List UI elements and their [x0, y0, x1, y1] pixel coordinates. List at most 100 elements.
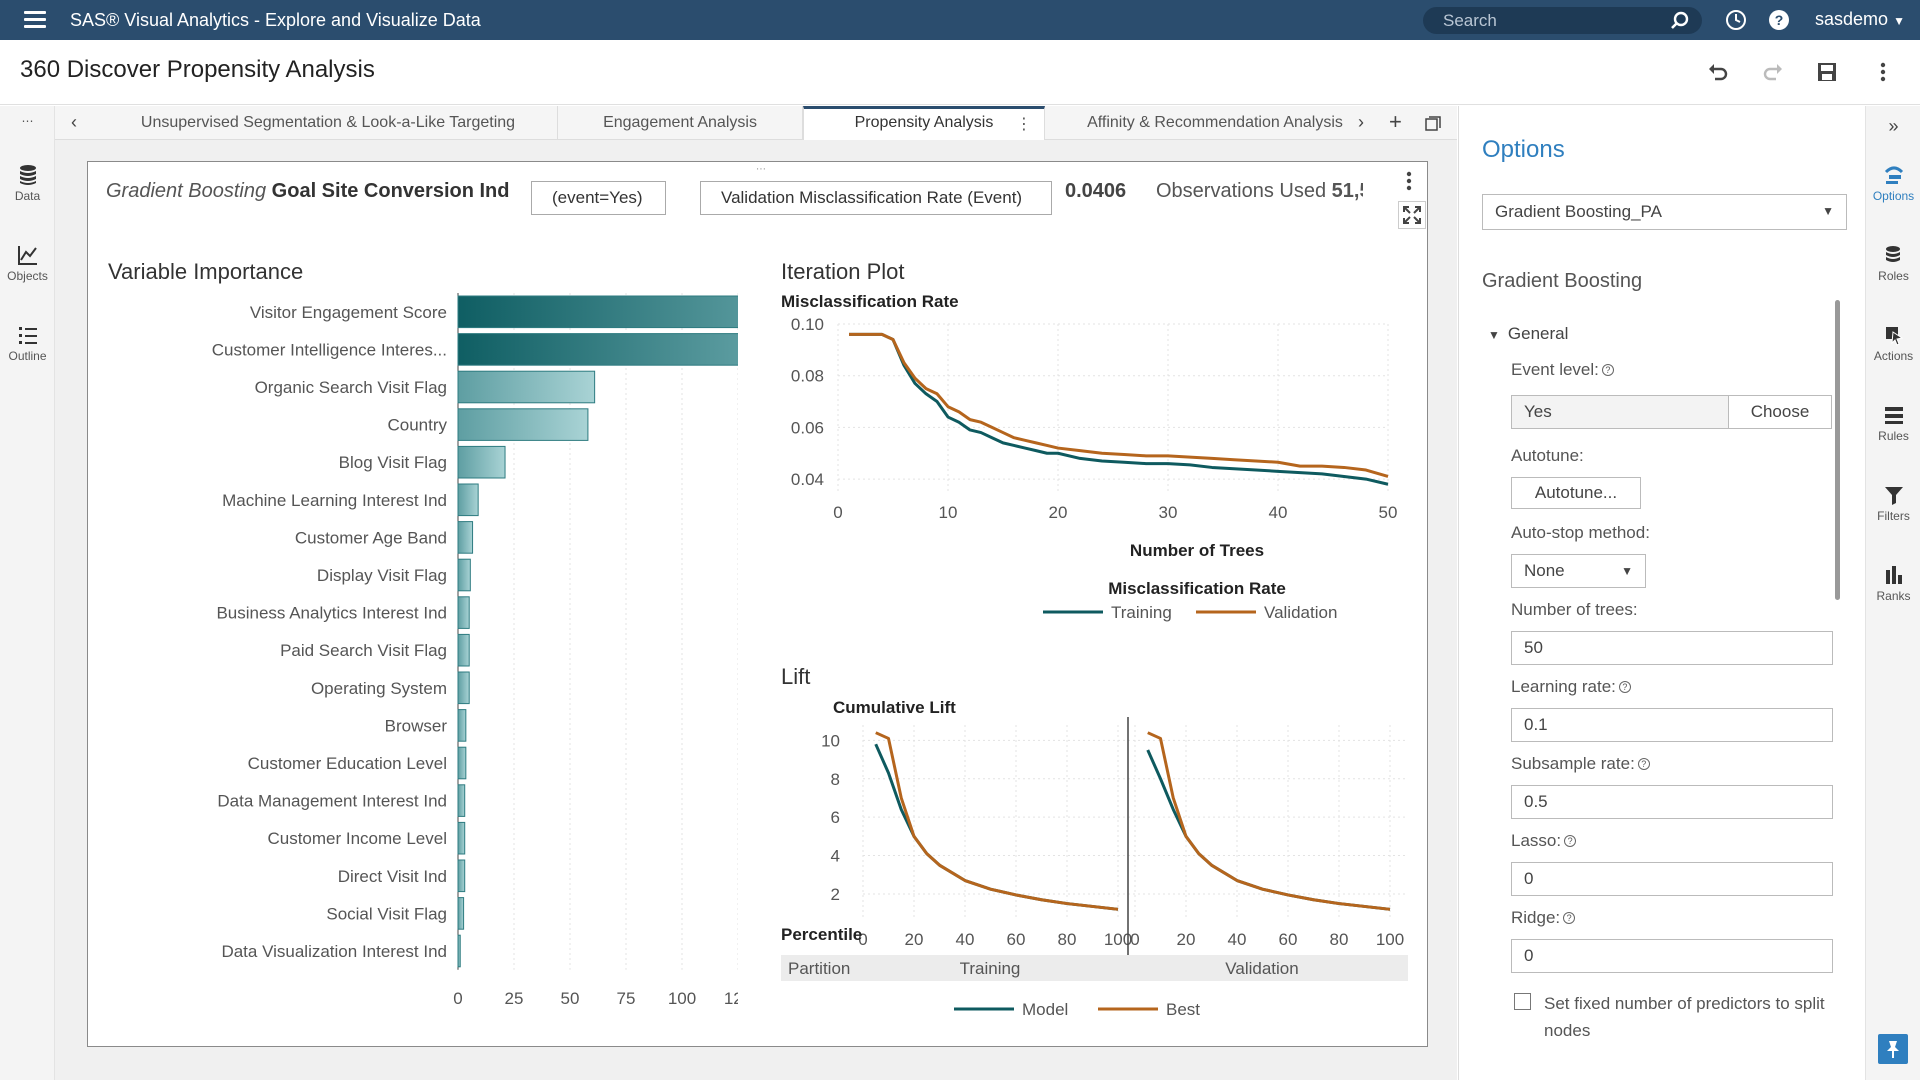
- it-x-tick-label: 10: [939, 503, 958, 522]
- it-y-tick-label: 0.06: [791, 418, 824, 437]
- rail-item-objects[interactable]: Objects: [0, 244, 55, 283]
- rail-item-filters[interactable]: Filters: [1866, 484, 1920, 523]
- pin-pane-button[interactable]: [1878, 1034, 1908, 1064]
- vi-category-label: Customer Age Band: [295, 528, 447, 547]
- event-level-field: Yes: [1511, 395, 1729, 429]
- lift-x-tick-label: 100: [1104, 930, 1132, 949]
- tab-engagement-analysis[interactable]: Engagement Analysis: [558, 106, 803, 140]
- ridge-input[interactable]: 0: [1511, 939, 1833, 973]
- event-level-label: Event level:?: [1511, 360, 1614, 380]
- user-name: sasdemo: [1815, 9, 1889, 29]
- choose-button[interactable]: Choose: [1728, 395, 1832, 429]
- object-select[interactable]: Gradient Boosting_PA ▼: [1482, 194, 1847, 230]
- vi-bar: [457, 370, 596, 404]
- tab-unsupervised-segmentation[interactable]: Unsupervised Segmentation & Look-a-Like …: [99, 106, 558, 140]
- object-menu-icon[interactable]: [1403, 170, 1415, 192]
- chart-line-icon: [17, 246, 37, 265]
- undo-icon[interactable]: [1707, 61, 1729, 83]
- database-icon: [19, 165, 36, 185]
- lift-y-tick-label: 8: [831, 770, 840, 789]
- collapse-pane-icon[interactable]: »: [1888, 116, 1899, 136]
- actions-icon: [1885, 327, 1903, 346]
- vi-category-label: Display Visit Flag: [317, 566, 447, 585]
- learning-rate-label-text: Learning rate:: [1511, 677, 1616, 696]
- lift-x-tick-label: 0: [1130, 930, 1139, 949]
- general-group-toggle[interactable]: ▼ General: [1488, 324, 1568, 344]
- maximize-button[interactable]: [1398, 201, 1426, 229]
- lift-panel-label-validation: Validation: [1225, 959, 1298, 978]
- tab-scroll-left-icon[interactable]: ‹: [71, 112, 77, 132]
- user-menu[interactable]: sasdemo ▼: [1815, 9, 1905, 30]
- redo-icon[interactable]: [1762, 61, 1784, 83]
- lift-legend-label-model: Model: [1022, 1000, 1068, 1019]
- search-input[interactable]: Search: [1423, 7, 1702, 34]
- help-icon[interactable]: ?: [1618, 681, 1631, 693]
- model-target: Goal Site Conversion Ind: [271, 180, 510, 202]
- subsample-input[interactable]: 0.5: [1511, 785, 1833, 819]
- vi-bar: [457, 897, 465, 930]
- tab-propensity-analysis[interactable]: Propensity Analysis ⋮: [803, 106, 1045, 141]
- rail-item-rules[interactable]: Rules: [1866, 404, 1920, 443]
- fixed-predictors-checkbox[interactable]: [1514, 993, 1531, 1010]
- autotune-button[interactable]: Autotune...: [1511, 477, 1641, 509]
- learning-rate-input[interactable]: 0.1: [1511, 708, 1833, 742]
- subsample-label-text: Subsample rate:: [1511, 754, 1635, 773]
- help-icon[interactable]: ?: [1564, 835, 1577, 847]
- rail-grip-icon[interactable]: ⋯: [21, 114, 34, 128]
- tab-scroll-right-icon[interactable]: ›: [1358, 112, 1364, 132]
- vi-category-label: Customer Intelligence Interes...: [212, 340, 447, 359]
- rules-icon: [1884, 407, 1903, 424]
- options-scrollbar[interactable]: [1835, 300, 1840, 600]
- svg-text:?: ?: [1775, 12, 1784, 28]
- rail-item-roles[interactable]: Roles: [1866, 244, 1920, 283]
- iteration-plot-chart: 0.04 0.06 0.08 0.10 0 10 20 30 40 50 Number of Tre…: [791, 315, 1398, 622]
- page-list-icon[interactable]: [1425, 116, 1441, 132]
- rail-item-outline[interactable]: Outline: [0, 324, 55, 363]
- gradient-boosting-object[interactable]: ⋯ Gradient Boosting Goal Site Conversion…: [87, 161, 1428, 1047]
- vi-bar: [457, 558, 471, 592]
- rail-label: Filters: [1877, 509, 1910, 523]
- model-name: Gradient Boosting: [106, 180, 267, 202]
- vi-category-label: Data Management Interest Ind: [217, 792, 447, 811]
- it-x-tick-label: 20: [1049, 503, 1068, 522]
- tab-menu-icon[interactable]: ⋮: [1016, 116, 1032, 133]
- lasso-input[interactable]: 0: [1511, 862, 1833, 896]
- save-icon[interactable]: [1816, 61, 1838, 83]
- vi-bar: [457, 859, 466, 893]
- more-options-icon[interactable]: [1872, 61, 1894, 83]
- drag-handle-icon[interactable]: ⋯: [756, 164, 766, 175]
- rail-label: Options: [1872, 189, 1915, 203]
- it-series-line-training: [849, 332, 1389, 486]
- vi-category-label: Paid Search Visit Flag: [280, 641, 447, 660]
- rail-item-data[interactable]: Data: [0, 164, 55, 203]
- vi-category-label: Machine Learning Interest Ind: [222, 491, 447, 510]
- options-title: Options: [1482, 136, 1565, 163]
- help-icon[interactable]: ?: [1601, 364, 1614, 376]
- vi-bar: [457, 445, 506, 479]
- add-page-icon[interactable]: +: [1389, 109, 1402, 134]
- observations-used: Observations Used 51,549: [1156, 180, 1363, 203]
- help-icon[interactable]: ?: [1563, 912, 1576, 924]
- pin-icon: [1887, 1041, 1899, 1058]
- vi-category-label: Social Visit Flag: [326, 904, 447, 923]
- rail-item-ranks[interactable]: Ranks: [1866, 564, 1920, 603]
- lift-x-tick-label: 0: [858, 930, 867, 949]
- help-icon[interactable]: ?: [1768, 9, 1790, 31]
- menu-icon[interactable]: [24, 11, 46, 29]
- rail-label: Rules: [1878, 429, 1909, 443]
- rail-label: Roles: [1878, 269, 1909, 283]
- event-badge[interactable]: (event=Yes): [531, 181, 666, 215]
- left-rail: ⋯ Data Objects Outline: [0, 106, 55, 1080]
- it-legend-label-training: Training: [1111, 603, 1172, 622]
- recent-icon[interactable]: [1725, 9, 1747, 31]
- fit-statistic-select[interactable]: Validation Misclassification Rate (Event…: [700, 181, 1052, 215]
- rail-item-actions[interactable]: Actions: [1866, 324, 1920, 363]
- search-icon[interactable]: [1670, 11, 1690, 31]
- num-trees-input[interactable]: 50: [1511, 631, 1833, 665]
- autostop-select[interactable]: None ▼: [1511, 554, 1646, 588]
- tab-affinity-recommendation[interactable]: Affinity & Recommendation Analysis: [1087, 114, 1343, 131]
- rail-item-options[interactable]: Options: [1866, 164, 1920, 203]
- help-icon[interactable]: ?: [1637, 758, 1650, 770]
- vi-category-label: Data Visualization Interest Ind: [221, 942, 447, 961]
